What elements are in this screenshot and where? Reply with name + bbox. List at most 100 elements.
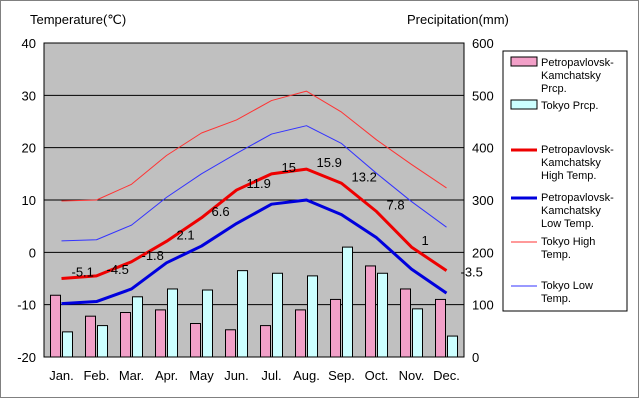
right-axis-label: Precipitation(mm) [407,12,509,27]
right-tick-label-5: 100 [472,298,494,313]
bar-tokyo-prcp-0 [62,331,73,358]
x-tick-label-7: Aug. [293,368,320,383]
x-tick-label-11: Dec. [433,368,460,383]
legend-label-4: Tokyo High Temp. [541,236,595,261]
bar-tokyo-prcp-10 [412,308,423,358]
left-tick-label-4: 0 [29,245,36,260]
bar-petropavlovsk-prcp-3 [155,309,166,358]
data-label-8: 13.2 [352,169,377,184]
legend-label-line: Petropavlovsk- [541,144,614,156]
bar-petropavlovsk-prcp-1 [85,315,96,358]
bar-petropavlovsk-prcp-4 [190,323,201,358]
x-tick-label-8: Sep. [328,368,355,383]
left-tick-label-1: 30 [22,88,36,103]
left-tick-label-6: -20 [17,350,36,365]
right-tick-label-0: 600 [472,36,494,51]
x-tick-label-4: May [189,368,214,383]
x-tick-label-6: Jul. [261,368,281,383]
legend: Petropavlovsk-Kamchatsky Prcp.Tokyo Prcp.… [502,50,628,312]
bar-petropavlovsk-prcp-6 [260,325,271,358]
data-label-4: 6.6 [212,204,230,219]
legend-box [502,50,628,312]
legend-label-line: Kamchatsky [541,205,601,217]
legend-label-2: Petropavlovsk-Kamchatsky High Temp. [541,144,614,182]
data-label-7: 15.9 [317,155,342,170]
bar-petropavlovsk-prcp-0 [50,294,61,358]
right-axis-ticks: 600 500 400 300 200 100 0 [472,36,494,365]
data-labels: -5.1 -4.5 -1.8 2.1 6.6 11.9 15 15.9 13.2 7.8 1 -3.5 [72,155,483,280]
bar-tokyo-prcp-4 [202,289,213,358]
x-tick-label-5: Jun. [224,368,249,383]
x-tick-label-1: Feb. [83,368,109,383]
legend-label-0: Petropavlovsk-Kamchatsky Prcp. [541,57,614,95]
line-petropavlovsk-kamchatsky-high-temp [61,167,448,280]
left-tick-label-2: 20 [22,141,36,156]
left-axis-ticks: 40 30 20 10 0 -10 -20 [17,36,36,365]
bar-petropavlovsk-prcp-8 [330,298,341,358]
bar-tokyo-prcp-8 [342,246,353,358]
right-tick-label-4: 200 [472,245,494,260]
x-tick-label-9: Oct. [365,368,389,383]
bar-petropavlovsk-prcp-9 [365,265,376,358]
data-label-6: 15 [282,160,296,175]
bar-tokyo-prcp-11 [447,335,458,358]
bar-petropavlovsk-prcp-5 [225,329,236,358]
temperature-lines [61,90,448,306]
precipitation-bars [50,246,458,358]
data-label-9: 7.8 [387,198,405,213]
left-axis-label: Temperature(℃) [30,12,126,27]
right-tick-label-1: 500 [472,88,494,103]
bar-tokyo-prcp-7 [307,275,318,358]
bar-petropavlovsk-prcp-10 [400,288,411,358]
legend-label-line: Low Temp. [541,218,594,230]
legend-swatch-1 [510,99,538,110]
data-label-3: 2.1 [177,227,195,242]
right-tick-label-6: 0 [472,350,479,365]
line-tokyo-high-temp [61,90,447,202]
bar-petropavlovsk-prcp-7 [295,309,306,358]
left-tick-label-0: 40 [22,36,36,51]
legend-label-line: Kamchatsky [541,70,601,82]
x-axis-ticks: Jan. Feb. Mar. Apr. May Jun. Jul. Aug. Sep. Oct. N… [49,368,460,383]
line-tokyo-low-temp [61,125,447,242]
bar-tokyo-prcp-1 [97,325,108,358]
bar-tokyo-prcp-3 [167,288,178,358]
data-label-10: 1 [422,233,429,248]
legend-label-line: Temp. [541,293,571,305]
bar-petropavlovsk-prcp-11 [435,298,446,358]
data-label-0: -5.1 [72,265,94,280]
legend-label-line: Tokyo Low [541,280,593,292]
data-label-2: -1.8 [142,248,164,263]
legend-label-5: Tokyo Low Temp. [541,280,593,305]
left-tick-label-5: -10 [17,298,36,313]
legend-label-line: Petropavlovsk- [541,57,614,69]
bar-petropavlovsk-prcp-2 [120,312,131,358]
legend-label-line: Petropavlovsk- [541,192,614,204]
x-tick-label-2: Mar. [119,368,144,383]
bar-tokyo-prcp-5 [237,270,248,358]
legend-label-line: High Temp. [541,170,596,182]
data-label-1: -4.5 [107,262,129,277]
bar-tokyo-prcp-6 [272,272,283,358]
right-tick-label-3: 300 [472,193,494,208]
line-petropavlovsk-kamchatsky-low-temp [61,198,448,306]
data-label-11: -3.5 [461,265,483,280]
legend-label-line: Temp. [541,249,571,261]
legend-label-3: Petropavlovsk-Kamchatsky Low Temp. [541,192,614,230]
legend-label-line: Tokyo Prcp. [541,100,598,112]
x-tick-label-3: Apr. [155,368,178,383]
legend-label-1: Tokyo Prcp. [541,100,598,112]
left-tick-label-3: 10 [22,193,36,208]
bar-tokyo-prcp-9 [377,272,388,358]
bar-tokyo-prcp-2 [132,296,143,358]
data-label-5: 11.9 [247,176,271,191]
legend-swatch-0 [510,56,538,67]
legend-label-line: Tokyo High [541,236,595,248]
legend-label-line: Prcp. [541,83,567,95]
x-tick-label-10: Nov. [399,368,425,383]
right-tick-label-2: 400 [472,141,494,156]
legend-label-line: Kamchatsky [541,157,601,169]
x-tick-label-0: Jan. [49,368,74,383]
